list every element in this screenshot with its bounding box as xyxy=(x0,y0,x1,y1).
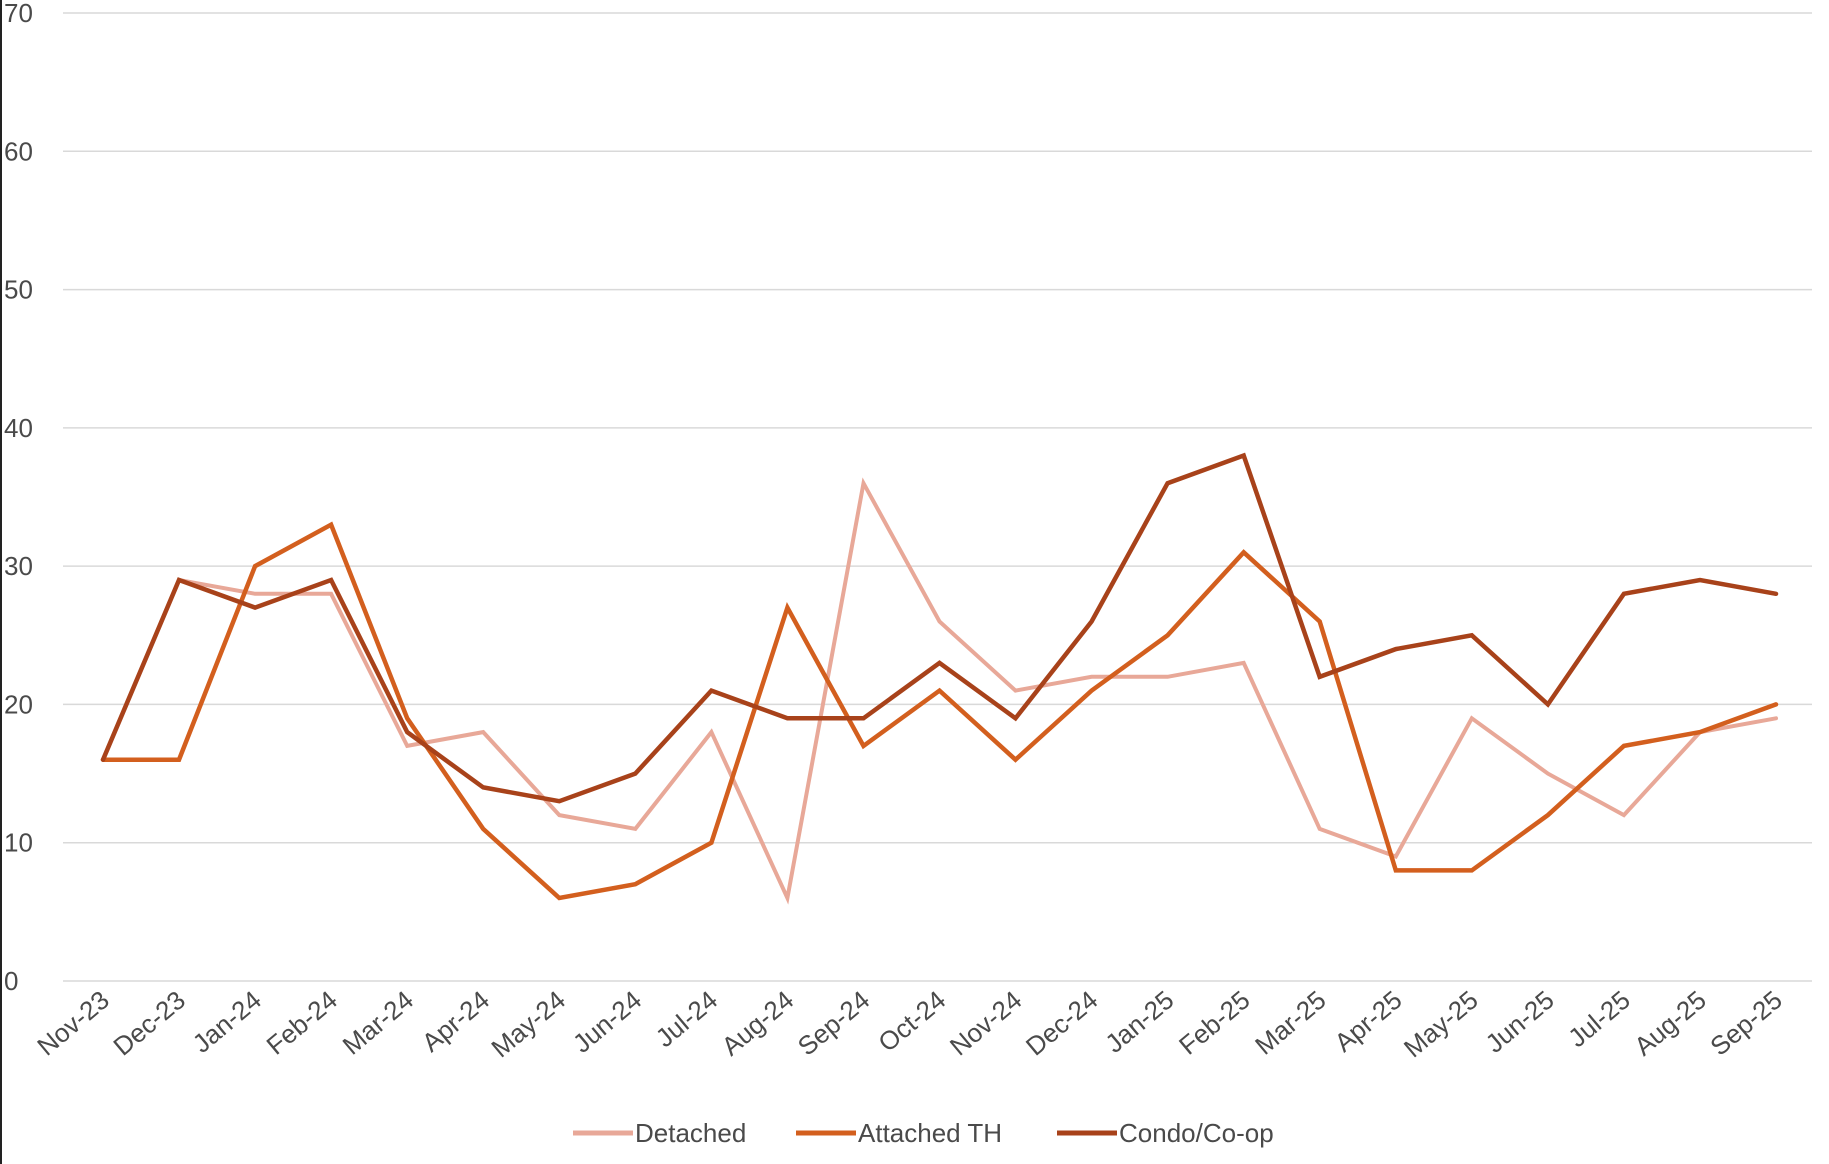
x-tick-label: Apr-24 xyxy=(416,985,495,1058)
x-tick-label: Nov-23 xyxy=(31,985,114,1062)
x-tick-label: Sep-24 xyxy=(792,985,876,1062)
legend-label: Detached xyxy=(635,1118,746,1148)
x-tick-label: Jul-24 xyxy=(650,985,724,1054)
x-tick-label: Apr-25 xyxy=(1329,985,1408,1058)
x-tick-label: Jan-24 xyxy=(187,985,267,1059)
left-border xyxy=(0,0,2,1164)
x-tick-label: May-25 xyxy=(1398,985,1484,1064)
x-tick-label: Aug-25 xyxy=(1628,985,1712,1062)
x-tick-label: May-24 xyxy=(485,985,571,1064)
x-tick-label: Jul-25 xyxy=(1562,985,1636,1054)
x-tick-label: Nov-24 xyxy=(944,985,1027,1062)
y-axis-ticks: 0 10 20 30 40 50 60 70 xyxy=(4,0,33,996)
x-tick-label: Mar-24 xyxy=(337,985,419,1061)
legend-label: Condo/Co-op xyxy=(1119,1118,1274,1148)
series-line-attached-th xyxy=(100,521,1779,901)
legend-label: Attached TH xyxy=(858,1118,1002,1148)
series-lines xyxy=(100,452,1779,905)
x-tick-label: Oct-24 xyxy=(872,985,951,1058)
y-tick-label: 40 xyxy=(4,413,33,443)
y-tick-label: 20 xyxy=(4,689,33,719)
x-tick-label: Feb-25 xyxy=(1173,985,1255,1061)
x-tick-label: Mar-25 xyxy=(1249,985,1331,1061)
y-tick-label: 0 xyxy=(4,966,18,996)
x-tick-label: Jun-24 xyxy=(567,985,647,1059)
y-tick-label: 30 xyxy=(4,551,33,581)
x-tick-label: Sep-25 xyxy=(1704,985,1788,1062)
x-axis-ticks: Nov-23Dec-23Jan-24Feb-24Mar-24Apr-24May-… xyxy=(31,985,1787,1064)
y-tick-label: 50 xyxy=(4,275,33,305)
x-tick-label: Dec-23 xyxy=(107,985,190,1062)
y-tick-label: 10 xyxy=(4,828,33,858)
legend: Detached Attached TH Condo/Co-op xyxy=(573,1118,1274,1148)
x-tick-label: Dec-24 xyxy=(1020,985,1103,1062)
series-line-condo-co-op xyxy=(100,452,1779,804)
x-tick-label: Feb-24 xyxy=(261,985,343,1061)
y-tick-label: 60 xyxy=(4,136,33,166)
series-line-detached xyxy=(101,477,1778,905)
y-tick-label: 70 xyxy=(4,0,33,28)
x-tick-label: Jan-25 xyxy=(1099,985,1179,1059)
x-tick-label: Aug-24 xyxy=(716,985,800,1062)
gridlines xyxy=(63,12,1812,982)
x-tick-label: Jun-25 xyxy=(1480,985,1560,1059)
